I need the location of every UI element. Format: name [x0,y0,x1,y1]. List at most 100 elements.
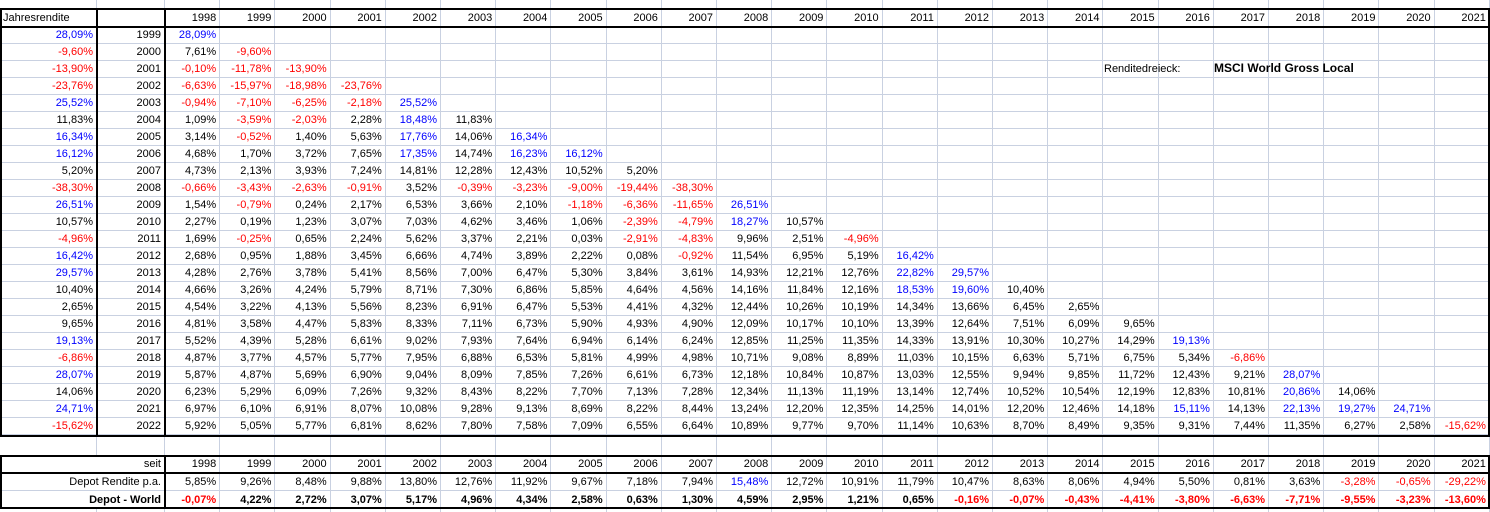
return-cell[interactable]: 8,07% [330,401,386,418]
return-cell[interactable]: 9,70% [827,418,883,435]
empty-cell[interactable] [1103,61,1159,78]
return-cell[interactable]: 5,85% [551,282,607,299]
empty-cell[interactable] [772,129,828,146]
return-cell[interactable]: 7,80% [441,418,497,435]
return-cell[interactable]: 14,74% [441,146,497,163]
return-cell[interactable]: 9,32% [385,384,442,401]
since-year-header[interactable]: 2001 [330,455,386,473]
empty-cell[interactable] [1379,299,1435,316]
row-year-cell[interactable]: 2018 [97,350,165,367]
empty-cell[interactable] [1379,112,1435,129]
return-cell[interactable]: 28,09% [165,27,221,44]
since-year-header[interactable]: 2010 [827,455,883,473]
return-cell[interactable]: 5,63% [330,129,386,146]
empty-cell[interactable] [1103,197,1159,214]
return-cell[interactable]: 9,13% [496,401,552,418]
return-cell[interactable]: 8,22% [606,401,662,418]
return-cell[interactable]: 10,52% [993,384,1049,401]
return-cell[interactable]: 10,40% [993,282,1049,299]
return-cell[interactable]: 6,55% [606,418,662,435]
return-cell[interactable]: 6,97% [165,401,221,418]
empty-cell[interactable] [1048,129,1104,146]
return-cell[interactable]: 5,56% [330,299,386,316]
return-cell[interactable]: -2,63% [275,180,331,197]
empty-cell[interactable] [1158,163,1214,180]
return-cell[interactable]: 3,58% [220,316,276,333]
empty-cell[interactable] [1434,180,1490,197]
return-cell[interactable]: 4,73% [165,163,221,180]
return-cell[interactable]: 7,44% [1213,418,1270,435]
since-year-header[interactable]: 2019 [1324,455,1380,473]
return-cell[interactable]: -9,60% [220,44,276,61]
return-cell[interactable]: 28,07% [1269,367,1325,384]
empty-cell[interactable] [937,112,994,129]
empty-cell[interactable] [1213,95,1270,112]
year-column-header[interactable]: 2012 [937,9,994,27]
return-cell[interactable]: -4,79% [661,214,718,231]
annual-return-cell[interactable]: 5,20% [0,163,97,180]
return-cell[interactable]: -15,62% [1434,418,1490,435]
return-cell[interactable]: 9,65% [1103,316,1159,333]
empty-cell[interactable] [1103,265,1159,282]
return-cell[interactable]: -18,98% [275,78,331,95]
return-cell[interactable]: 12,09% [717,316,773,333]
return-cell[interactable]: 4,90% [661,316,718,333]
empty-cell[interactable] [1324,163,1380,180]
empty-cell[interactable] [937,231,994,248]
return-cell[interactable]: 10,08% [385,401,442,418]
empty-cell[interactable] [717,78,773,95]
empty-cell[interactable] [1324,61,1380,78]
since-year-header[interactable]: 2020 [1379,455,1435,473]
empty-cell[interactable] [1324,44,1380,61]
empty-cell[interactable] [772,27,828,44]
return-cell[interactable]: 8,56% [385,265,442,282]
return-cell[interactable]: 2,28% [330,112,386,129]
year-column-header[interactable]: 1998 [165,9,221,27]
return-cell[interactable]: 14,01% [937,401,994,418]
depot-return-cell[interactable]: 5,50% [1158,473,1214,491]
return-cell[interactable]: 12,64% [937,316,994,333]
year-column-header[interactable]: 2002 [385,9,442,27]
empty-cell[interactable] [1379,316,1435,333]
empty-cell[interactable] [1434,163,1490,180]
return-cell[interactable]: 10,84% [772,367,828,384]
return-cell[interactable]: 11,35% [827,333,883,350]
return-cell[interactable]: 5,53% [551,299,607,316]
return-cell[interactable]: 12,85% [717,333,773,350]
empty-cell[interactable] [717,95,773,112]
return-cell[interactable]: 7,70% [551,384,607,401]
empty-cell[interactable] [1324,180,1380,197]
return-cell[interactable]: 4,87% [165,350,221,367]
empty-cell[interactable] [551,95,607,112]
return-cell[interactable]: 10,10% [827,316,883,333]
return-cell[interactable]: 1,54% [165,197,221,214]
empty-cell[interactable] [1158,282,1214,299]
return-cell[interactable]: 8,23% [385,299,442,316]
return-cell[interactable]: 0,08% [606,248,662,265]
empty-cell[interactable] [1379,146,1435,163]
empty-cell[interactable] [1269,95,1325,112]
return-cell[interactable]: 2,10% [496,197,552,214]
empty-cell[interactable] [496,112,552,129]
empty-cell[interactable] [937,180,994,197]
empty-cell[interactable] [937,146,994,163]
empty-cell[interactable] [1269,180,1325,197]
return-cell[interactable]: 9,85% [1048,367,1104,384]
since-year-header[interactable]: 2003 [441,455,497,473]
return-cell[interactable]: -6,36% [606,197,662,214]
empty-cell[interactable] [1324,299,1380,316]
return-cell[interactable]: 26,51% [717,197,773,214]
return-cell[interactable]: 13,24% [717,401,773,418]
empty-cell[interactable] [1269,163,1325,180]
empty-cell[interactable] [606,44,662,61]
return-cell[interactable]: 6,94% [551,333,607,350]
annual-return-cell[interactable]: 25,52% [0,95,97,112]
annual-return-cell[interactable]: -23,76% [0,78,97,95]
empty-cell[interactable] [1324,214,1380,231]
return-cell[interactable]: -6,86% [1213,350,1270,367]
empty-cell[interactable] [551,78,607,95]
return-cell[interactable]: 11,35% [1269,418,1325,435]
empty-cell[interactable] [1434,197,1490,214]
empty-cell[interactable] [993,61,1049,78]
return-cell[interactable]: 29,57% [937,265,994,282]
